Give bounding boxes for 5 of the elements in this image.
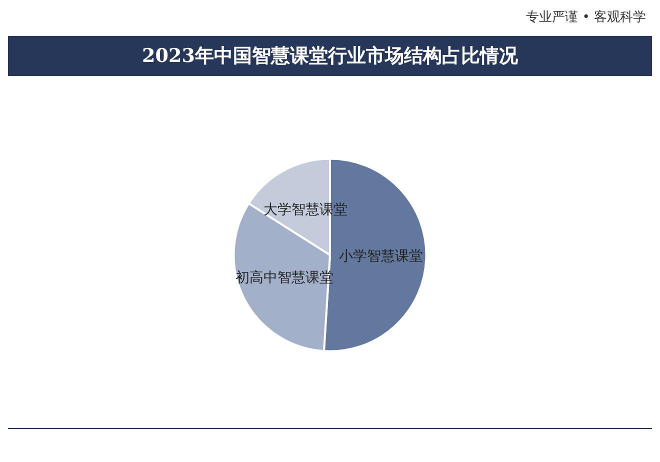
slice-label: 小学智慧课堂: [339, 248, 424, 265]
slice-label: 大学智慧课堂: [263, 202, 348, 218]
text: 专业严谨 • 客观科学: [526, 9, 646, 26]
chart-title: 2023年中国智慧课堂行业市场结构占比情况: [8, 36, 652, 76]
slice-label: 初高中智慧课堂: [235, 270, 334, 286]
